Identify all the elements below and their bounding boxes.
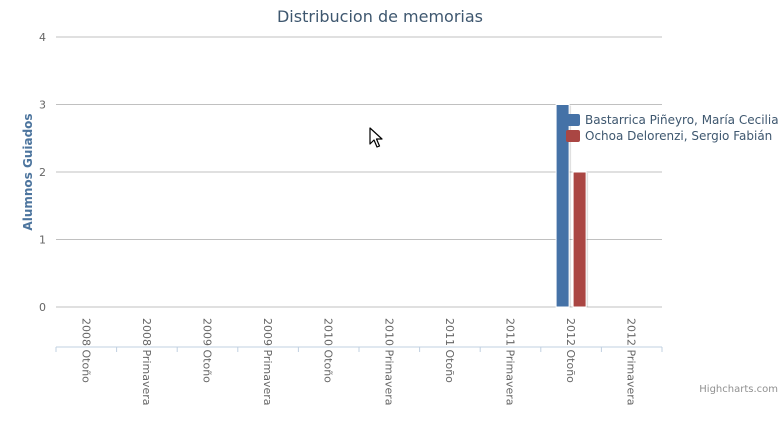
y-axis-label: Alumnos Guiados <box>21 113 35 230</box>
chart-title: Distribucion de memorias <box>277 7 483 26</box>
x-tick-label: 2011 Otoño <box>443 318 456 383</box>
y-tick-label: 4 <box>39 31 46 44</box>
y-tick-label: 3 <box>39 99 46 112</box>
x-tick-label: 2008 Otoño <box>79 318 92 383</box>
y-tick-label: 0 <box>39 301 46 314</box>
x-tick-label: 2011 Primavera <box>504 318 517 406</box>
legend[interactable]: Bastarrica Piñeyro, María Cecilia Ochoa D… <box>566 113 779 143</box>
x-tick-label: 2009 Primavera <box>261 318 274 406</box>
x-tick-label: 2010 Otoño <box>322 318 335 383</box>
x-tick-label: 2012 Otoño <box>564 318 577 383</box>
y-axis-ticks: 0 1 2 3 4 <box>39 31 46 314</box>
credits[interactable]: Highcharts.com <box>699 384 778 395</box>
legend-item-label[interactable]: Bastarrica Piñeyro, María Cecilia <box>585 113 779 127</box>
legend-item-label[interactable]: Ochoa Delorenzi, Sergio Fabián <box>585 129 772 143</box>
y-tick-label: 2 <box>39 166 46 179</box>
x-tick-label: 2008 Primavera <box>140 318 153 406</box>
x-tick-label: 2010 Primavera <box>382 318 395 406</box>
x-tick-label: 2009 Otoño <box>201 318 214 383</box>
mouse-cursor-icon <box>369 127 383 148</box>
x-tick-label: 2012 Primavera <box>625 318 638 406</box>
legend-symbol[interactable] <box>566 130 580 142</box>
legend-symbol[interactable] <box>566 114 580 126</box>
x-axis-ticks: 2008 Otoño 2008 Primavera 2009 Otoño 2009 P… <box>55 318 663 406</box>
bar[interactable] <box>555 104 570 308</box>
bars <box>555 104 589 308</box>
y-tick-label: 1 <box>39 234 46 247</box>
bar[interactable] <box>572 171 587 308</box>
